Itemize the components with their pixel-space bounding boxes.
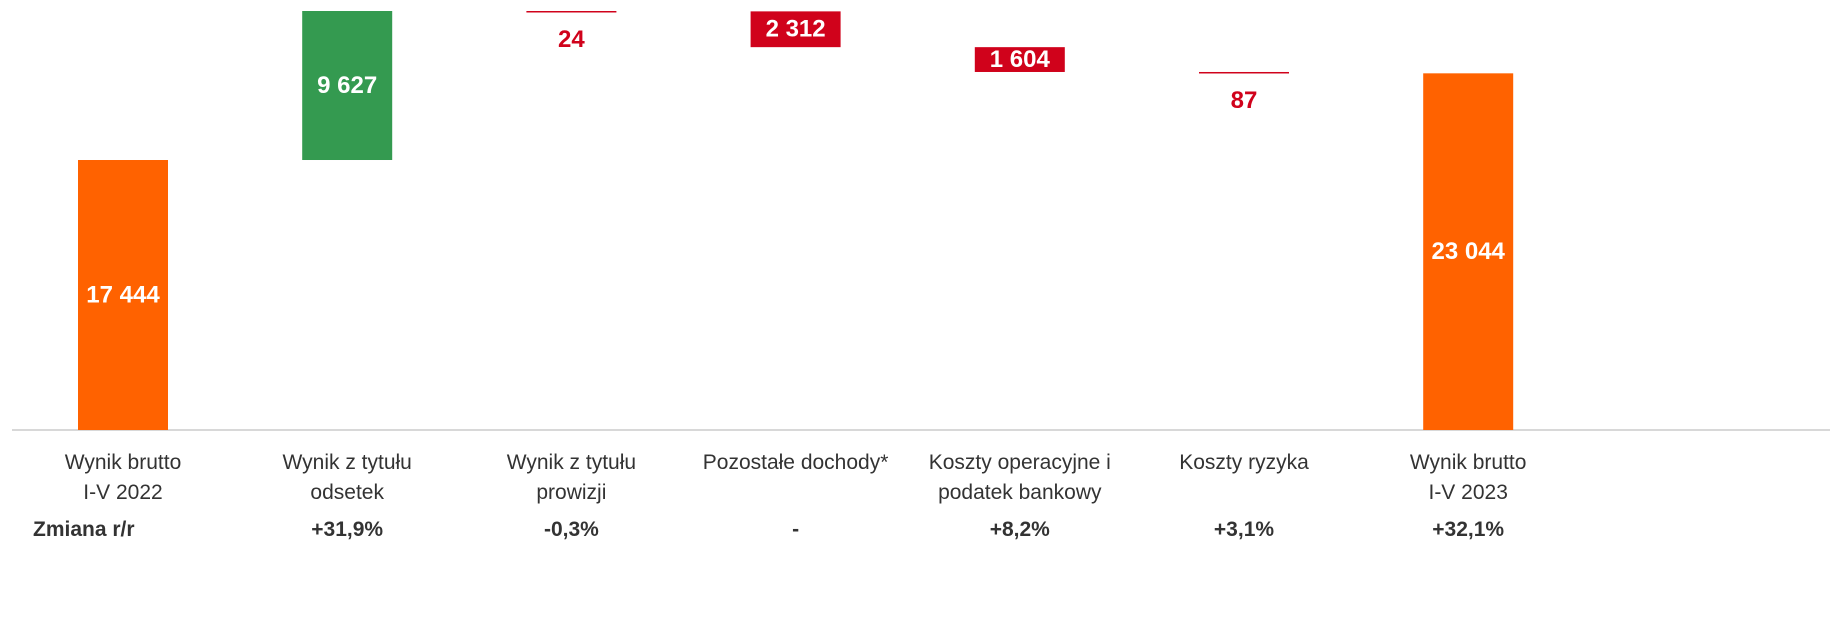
x-tick-label: Pozostałe dochody* <box>702 451 889 474</box>
change-value: - <box>792 518 800 541</box>
value-label: 17 444 <box>86 281 160 308</box>
value-label: 23 044 <box>1431 238 1505 265</box>
bar <box>1199 71 1289 74</box>
change-value: +8,2% <box>989 518 1050 541</box>
change-value: +31,9% <box>311 518 384 541</box>
value-label: 24 <box>558 26 585 53</box>
x-tick-label: Wynik z tytułu prowizji <box>506 451 637 504</box>
change-value: +32,1% <box>1432 518 1505 541</box>
x-tick-label: Wynik z tytułu odsetek <box>282 451 412 504</box>
bar <box>750 11 841 48</box>
bar <box>1423 73 1514 431</box>
bar <box>974 47 1065 72</box>
value-label: 9 627 <box>317 72 377 99</box>
x-tick-label: Koszty operacyjne i podatek bankowy <box>928 451 1111 504</box>
x-tick-label: Wynik brutto I-V 2023 <box>1409 451 1527 504</box>
change-value: +3,1% <box>1213 518 1275 541</box>
value-label: 1 604 <box>990 46 1051 73</box>
change-value: -0,3% <box>543 518 599 541</box>
x-tick-label: Koszty ryzyka <box>1179 451 1309 474</box>
bar <box>302 11 393 161</box>
bar <box>78 160 168 430</box>
chart: 17 444 9 627 24 2 312 1 604 87 23 044 <box>12 11 1830 431</box>
value-label: 87 <box>1231 87 1258 114</box>
bar <box>526 11 617 13</box>
change-row-label: Zmiana r/r <box>33 518 135 541</box>
x-tick-label: Wynik brutto I-V 2022 <box>64 451 182 504</box>
value-label: 2 312 <box>766 16 826 43</box>
